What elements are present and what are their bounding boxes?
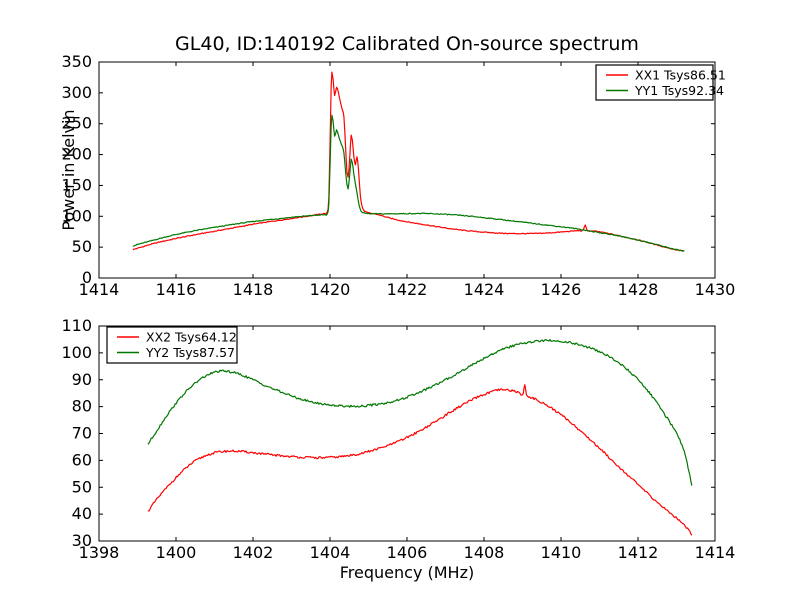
legend-box	[595, 64, 714, 101]
legend-label: YY1 Tsys92.34	[634, 83, 724, 98]
top-plot: 1414 1416 1418 1420 1422 1424 1426 1428 1430 0 50 1…	[59, 33, 735, 299]
x-tick-label: 1418	[233, 280, 274, 299]
y-tick-label: 70	[72, 424, 92, 443]
x-tick-label: 1404	[310, 543, 351, 562]
y-tick-label: 350	[61, 52, 92, 71]
y-tick-label: 110	[61, 316, 92, 335]
y-tick-label: 100	[61, 206, 92, 225]
y-tick-label: 200	[61, 145, 92, 164]
x-tick-label: 1406	[387, 543, 428, 562]
x-tick-label: 1414	[79, 280, 120, 299]
series-curve-yy1	[132, 114, 685, 252]
x-tick-label: 1402	[233, 543, 274, 562]
x-tick-label: 1426	[541, 280, 582, 299]
x-tick-label: 1430	[695, 280, 736, 299]
curves-layer	[147, 338, 693, 536]
y-tick-label: 0	[82, 268, 92, 287]
x-tick-label: 1428	[618, 280, 659, 299]
legend-label: YY2 Tsys87.57	[145, 345, 235, 360]
x-tick-label: 1400	[156, 543, 197, 562]
curves-layer	[132, 71, 685, 252]
y-tick-label: 300	[61, 83, 92, 102]
x-tick-label: 1410	[541, 543, 582, 562]
y-axis-label: Power in Kelvin	[59, 109, 78, 230]
legend-box	[106, 326, 238, 364]
y-tick-label: 30	[72, 531, 92, 550]
x-tick-label: 1408	[464, 543, 505, 562]
series-curve-yy2	[147, 338, 693, 486]
bottom-plot: 1398 1400 1402 1404 1406 1408 1410 1412 1414 30 40…	[61, 316, 735, 582]
y-tick-label: 60	[72, 450, 92, 469]
x-tick-label: 1398	[79, 543, 120, 562]
y-tick-label: 100	[61, 343, 92, 362]
y-tick-label: 40	[72, 504, 92, 523]
y-tick-label: 50	[72, 237, 92, 256]
x-tick-label: 1422	[387, 280, 428, 299]
x-tick-label: 1424	[464, 280, 505, 299]
legend-label: XX1 Tsys86.51	[635, 68, 726, 83]
legend-label: XX2 Tsys64.12	[146, 330, 237, 345]
x-tick-label: 1416	[156, 280, 197, 299]
x-axis-label: Frequency (MHz)	[340, 563, 474, 582]
x-tick-label: 1420	[310, 280, 351, 299]
series-curve-xx2	[147, 384, 693, 536]
y-tick-label: 150	[61, 175, 92, 194]
y-tick-label: 80	[72, 397, 92, 416]
x-tick-label: 1412	[618, 543, 659, 562]
y-tick-label: 90	[72, 370, 92, 389]
plot-title: GL40, ID:140192 Calibrated On-source spe…	[175, 33, 639, 55]
x-tick-label: 1414	[695, 543, 736, 562]
y-tick-label: 250	[61, 114, 92, 133]
y-tick-label: 50	[72, 477, 92, 496]
